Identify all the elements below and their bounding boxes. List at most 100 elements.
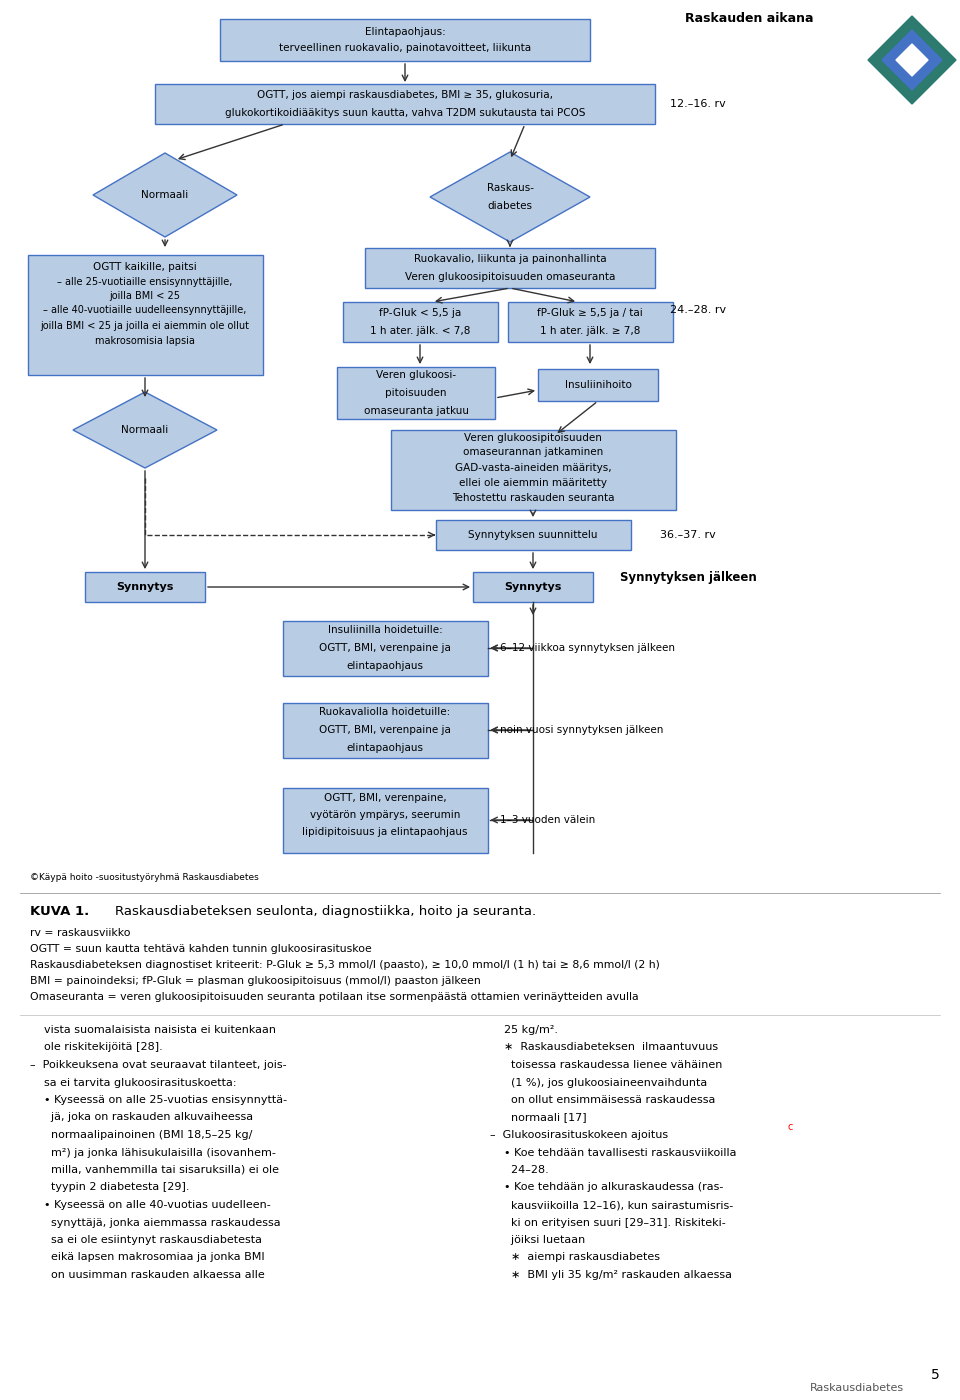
Text: 24–28.: 24–28. <box>490 1165 549 1175</box>
Text: tyypin 2 diabetesta [29].: tyypin 2 diabetesta [29]. <box>30 1183 189 1193</box>
Text: • Koe tehdään jo alkuraskaudessa (ras-: • Koe tehdään jo alkuraskaudessa (ras- <box>490 1183 724 1193</box>
Text: joilla BMI < 25: joilla BMI < 25 <box>109 291 180 301</box>
Text: Elintapaohjaus:: Elintapaohjaus: <box>365 27 445 36</box>
Text: 6–12 viikkoa synnytyksen jälkeen: 6–12 viikkoa synnytyksen jälkeen <box>500 643 675 652</box>
Text: Synnytyksen jälkeen: Synnytyksen jälkeen <box>620 571 756 584</box>
Text: • Kyseessä on alle 40-vuotias uudelleen-: • Kyseessä on alle 40-vuotias uudelleen- <box>30 1200 271 1210</box>
Text: joilla BMI < 25 ja joilla ei aiemmin ole ollut: joilla BMI < 25 ja joilla ei aiemmin ole… <box>40 321 250 330</box>
Text: jöiksi luetaan: jöiksi luetaan <box>490 1235 586 1245</box>
Text: Synnytys: Synnytys <box>116 582 174 592</box>
FancyBboxPatch shape <box>85 573 205 602</box>
Text: Normaali: Normaali <box>141 190 188 200</box>
Text: Normaali: Normaali <box>121 426 169 435</box>
Text: Veren glukoosipitoisuuden: Veren glukoosipitoisuuden <box>464 433 602 442</box>
Text: OGTT, BMI, verenpaine ja: OGTT, BMI, verenpaine ja <box>319 725 451 735</box>
Text: Raskausdiabeteksen diagnostiset kriteerit: P-Gluk ≥ 5,3 mmol/l (paasto), ≥ 10,0 : Raskausdiabeteksen diagnostiset kriteeri… <box>30 960 660 970</box>
Text: omaseuranta jatkuu: omaseuranta jatkuu <box>364 406 468 416</box>
Text: ∗  aiempi raskausdiabetes: ∗ aiempi raskausdiabetes <box>490 1253 660 1263</box>
Text: Ruokavalio, liikunta ja painonhallinta: Ruokavalio, liikunta ja painonhallinta <box>414 253 607 265</box>
Text: OGTT, BMI, verenpaine ja: OGTT, BMI, verenpaine ja <box>319 643 451 652</box>
Text: Veren glukoosi-: Veren glukoosi- <box>376 370 456 379</box>
Text: rv = raskausviikko: rv = raskausviikko <box>30 928 131 938</box>
Text: Raskauden aikana: Raskauden aikana <box>685 11 813 24</box>
Text: 5: 5 <box>931 1368 940 1382</box>
Polygon shape <box>430 153 590 242</box>
Text: fP-Gluk ≥ 5,5 ja / tai: fP-Gluk ≥ 5,5 ja / tai <box>538 308 643 318</box>
Text: – alle 40-vuotiaille uudelleensynnyttäjille,: – alle 40-vuotiaille uudelleensynnyttäji… <box>43 305 247 315</box>
FancyBboxPatch shape <box>391 430 676 510</box>
Text: –  Glukoosirasituskokeen ajoitus: – Glukoosirasituskokeen ajoitus <box>490 1130 668 1140</box>
FancyBboxPatch shape <box>508 302 673 342</box>
Text: Omaseuranta = veren glukoosipitoisuuden seuranta potilaan itse sormenpäästä otta: Omaseuranta = veren glukoosipitoisuuden … <box>30 993 638 1002</box>
Text: c: c <box>788 1123 793 1133</box>
Text: lipidipitoisuus ja elintapaohjaus: lipidipitoisuus ja elintapaohjaus <box>302 827 468 837</box>
Text: kausviikoilla 12–16), kun sairastumisris-: kausviikoilla 12–16), kun sairastumisris… <box>490 1200 733 1210</box>
Text: elintapaohjaus: elintapaohjaus <box>347 743 423 753</box>
Text: (1 %), jos glukoosiaineenvaihdunta: (1 %), jos glukoosiaineenvaihdunta <box>490 1078 708 1088</box>
FancyBboxPatch shape <box>343 302 497 342</box>
Text: vyötärön ympärys, seerumin: vyötärön ympärys, seerumin <box>310 811 460 820</box>
Text: sa ei ole esiintynyt raskausdiabetesta: sa ei ole esiintynyt raskausdiabetesta <box>30 1235 262 1245</box>
Text: ∗  BMI yli 35 kg/m² raskauden alkaessa: ∗ BMI yli 35 kg/m² raskauden alkaessa <box>490 1270 732 1280</box>
Text: noin vuosi synnytyksen jälkeen: noin vuosi synnytyksen jälkeen <box>500 725 663 735</box>
FancyBboxPatch shape <box>365 248 655 288</box>
Text: ki on erityisen suuri [29–31]. Riskiteki-: ki on erityisen suuri [29–31]. Riskiteki… <box>490 1218 726 1228</box>
Text: normaali [17]: normaali [17] <box>490 1113 587 1123</box>
Text: synyttäjä, jonka aiemmassa raskaudessa: synyttäjä, jonka aiemmassa raskaudessa <box>30 1218 280 1228</box>
FancyBboxPatch shape <box>155 84 655 125</box>
FancyBboxPatch shape <box>282 787 488 853</box>
Text: • Kyseessä on alle 25-vuotias ensisynnyttä-: • Kyseessä on alle 25-vuotias ensisynnyt… <box>30 1095 287 1105</box>
Text: diabetes: diabetes <box>488 202 533 211</box>
FancyBboxPatch shape <box>282 703 488 757</box>
Text: normaalipainoinen (BMI 18,5–25 kg/: normaalipainoinen (BMI 18,5–25 kg/ <box>30 1130 252 1140</box>
Text: – alle 25-vuotiaille ensisynnyttäjille,: – alle 25-vuotiaille ensisynnyttäjille, <box>58 277 232 287</box>
Text: 25 kg/m².: 25 kg/m². <box>490 1025 558 1035</box>
Text: terveellinen ruokavalio, painotavoitteet, liikunta: terveellinen ruokavalio, painotavoitteet… <box>279 43 531 53</box>
Polygon shape <box>896 43 928 76</box>
Text: Raskausdiabetes: Raskausdiabetes <box>810 1383 904 1393</box>
FancyBboxPatch shape <box>28 255 262 375</box>
FancyBboxPatch shape <box>282 620 488 676</box>
Polygon shape <box>882 29 942 90</box>
Text: on uusimman raskauden alkaessa alle: on uusimman raskauden alkaessa alle <box>30 1270 265 1280</box>
Text: toisessa raskaudessa lienee vähäinen: toisessa raskaudessa lienee vähäinen <box>490 1060 722 1070</box>
Text: 12.–16. rv: 12.–16. rv <box>670 99 726 109</box>
Text: Synnytyksen suunnittelu: Synnytyksen suunnittelu <box>468 531 598 540</box>
Text: Raskaus-: Raskaus- <box>487 183 534 193</box>
Polygon shape <box>868 15 956 104</box>
Text: sa ei tarvita glukoosirasituskoetta:: sa ei tarvita glukoosirasituskoetta: <box>30 1078 236 1088</box>
Text: 1 h ater. jälk. < 7,8: 1 h ater. jälk. < 7,8 <box>370 326 470 336</box>
Text: Tehostettu raskauden seuranta: Tehostettu raskauden seuranta <box>452 493 614 503</box>
Text: GAD-vasta-aineiden määritys,: GAD-vasta-aineiden määritys, <box>455 463 612 473</box>
Text: jä, joka on raskauden alkuvaiheessa: jä, joka on raskauden alkuvaiheessa <box>30 1113 253 1123</box>
Text: elintapaohjaus: elintapaohjaus <box>347 661 423 671</box>
Text: Veren glukoosipitoisuuden omaseuranta: Veren glukoosipitoisuuden omaseuranta <box>405 272 615 281</box>
Text: 36.–37. rv: 36.–37. rv <box>660 531 716 540</box>
FancyBboxPatch shape <box>220 20 590 62</box>
Text: Raskausdiabeteksen seulonta, diagnostiikka, hoito ja seuranta.: Raskausdiabeteksen seulonta, diagnostiik… <box>115 904 536 918</box>
Text: eikä lapsen makrosomiaa ja jonka BMI: eikä lapsen makrosomiaa ja jonka BMI <box>30 1253 265 1263</box>
Text: milla, vanhemmilla tai sisaruksilla) ei ole: milla, vanhemmilla tai sisaruksilla) ei … <box>30 1165 279 1175</box>
Text: Insuliinilla hoidetuille:: Insuliinilla hoidetuille: <box>327 624 443 636</box>
Text: • Koe tehdään tavallisesti raskausviikoilla: • Koe tehdään tavallisesti raskausviikoi… <box>490 1148 736 1158</box>
Text: pitoisuuden: pitoisuuden <box>385 388 446 398</box>
Text: KUVA 1.: KUVA 1. <box>30 904 89 918</box>
Text: OGTT = suun kautta tehtävä kahden tunnin glukoosirasituskoe: OGTT = suun kautta tehtävä kahden tunnin… <box>30 944 372 953</box>
Text: 24.–28. rv: 24.–28. rv <box>670 305 726 315</box>
Text: ole riskitekijöitä [28].: ole riskitekijöitä [28]. <box>30 1043 163 1053</box>
Text: ellei ole aiemmin määritetty: ellei ole aiemmin määritetty <box>459 477 607 489</box>
Text: omaseurannan jatkaminen: omaseurannan jatkaminen <box>463 447 603 456</box>
FancyBboxPatch shape <box>473 573 593 602</box>
Text: ∗  Raskausdiabeteksen  ilmaantuvuus: ∗ Raskausdiabeteksen ilmaantuvuus <box>490 1043 718 1053</box>
Text: 1 h ater. jälk. ≥ 7,8: 1 h ater. jälk. ≥ 7,8 <box>540 326 640 336</box>
Text: BMI = painoindeksi; fP-Gluk = plasman glukoosipitoisuus (mmol/l) paaston jälkeen: BMI = painoindeksi; fP-Gluk = plasman gl… <box>30 976 481 986</box>
Text: Ruokavaliolla hoidetuille:: Ruokavaliolla hoidetuille: <box>320 707 450 717</box>
Text: on ollut ensimmäisessä raskaudessa: on ollut ensimmäisessä raskaudessa <box>490 1095 715 1105</box>
FancyBboxPatch shape <box>538 370 658 400</box>
Text: 1–3 vuoden välein: 1–3 vuoden välein <box>500 815 595 825</box>
Text: vista suomalaisista naisista ei kuitenkaan: vista suomalaisista naisista ei kuitenka… <box>30 1025 276 1035</box>
Text: m²) ja jonka lähisukulaisilla (isovanhem-: m²) ja jonka lähisukulaisilla (isovanhem… <box>30 1148 276 1158</box>
Polygon shape <box>73 392 217 468</box>
Text: glukokortikoidiääkitys suun kautta, vahva T2DM sukutausta tai PCOS: glukokortikoidiääkitys suun kautta, vahv… <box>225 108 586 118</box>
FancyBboxPatch shape <box>337 367 495 419</box>
